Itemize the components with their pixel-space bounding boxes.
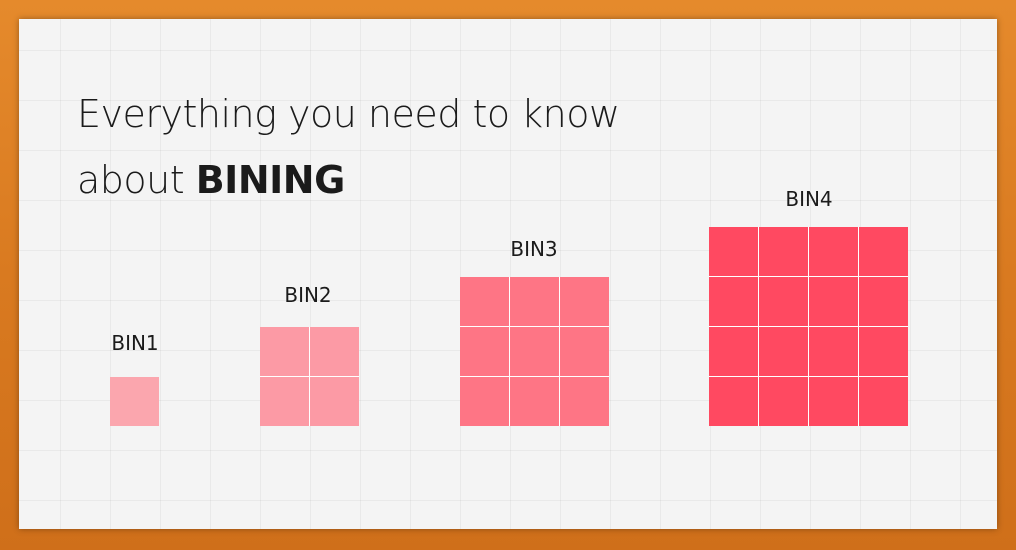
bin-cell bbox=[460, 377, 509, 426]
bin-cell bbox=[510, 377, 559, 426]
bin-grid-1 bbox=[110, 377, 159, 426]
bin-cell bbox=[859, 377, 908, 426]
bin-cell bbox=[859, 327, 908, 376]
bin-cell bbox=[110, 377, 159, 426]
bin-cell bbox=[510, 327, 559, 376]
title-line2-bold: BINING bbox=[195, 158, 346, 202]
page-title: Everything you need to know about BINING bbox=[77, 81, 620, 213]
bin-cell bbox=[310, 377, 359, 426]
bin-cell bbox=[260, 377, 309, 426]
bin-cell bbox=[560, 377, 609, 426]
bin-label-2: BIN2 bbox=[284, 283, 332, 307]
bin-cell bbox=[759, 227, 808, 276]
bin-grid-2 bbox=[260, 327, 359, 426]
diagram-card: Everything you need to know about BINING… bbox=[19, 19, 997, 529]
bin-cell bbox=[809, 277, 858, 326]
title-line2-prefix: about bbox=[77, 158, 196, 202]
bin-cell bbox=[809, 377, 858, 426]
bin-cell bbox=[260, 327, 309, 376]
bin-cell bbox=[859, 277, 908, 326]
bin-cell bbox=[510, 277, 559, 326]
bin-cell bbox=[709, 377, 758, 426]
bin-cell bbox=[310, 327, 359, 376]
bin-cell bbox=[460, 327, 509, 376]
bin-cell bbox=[560, 277, 609, 326]
bin-grid-3 bbox=[460, 277, 609, 426]
bin-cell bbox=[709, 327, 758, 376]
title-line1: Everything you need to know bbox=[77, 92, 620, 136]
bin-label-1: BIN1 bbox=[111, 331, 159, 355]
bin-cell bbox=[859, 227, 908, 276]
bin-cell bbox=[460, 277, 509, 326]
bin-cell bbox=[709, 227, 758, 276]
bin-cell bbox=[560, 327, 609, 376]
bin-cell bbox=[759, 277, 808, 326]
bin-cell bbox=[809, 227, 858, 276]
bin-label-3: BIN3 bbox=[510, 237, 558, 261]
bin-cell bbox=[759, 377, 808, 426]
bin-cell bbox=[709, 277, 758, 326]
bin-cell bbox=[809, 327, 858, 376]
bin-label-4: BIN4 bbox=[785, 187, 833, 211]
bin-grid-4 bbox=[709, 227, 908, 426]
bin-cell bbox=[759, 327, 808, 376]
